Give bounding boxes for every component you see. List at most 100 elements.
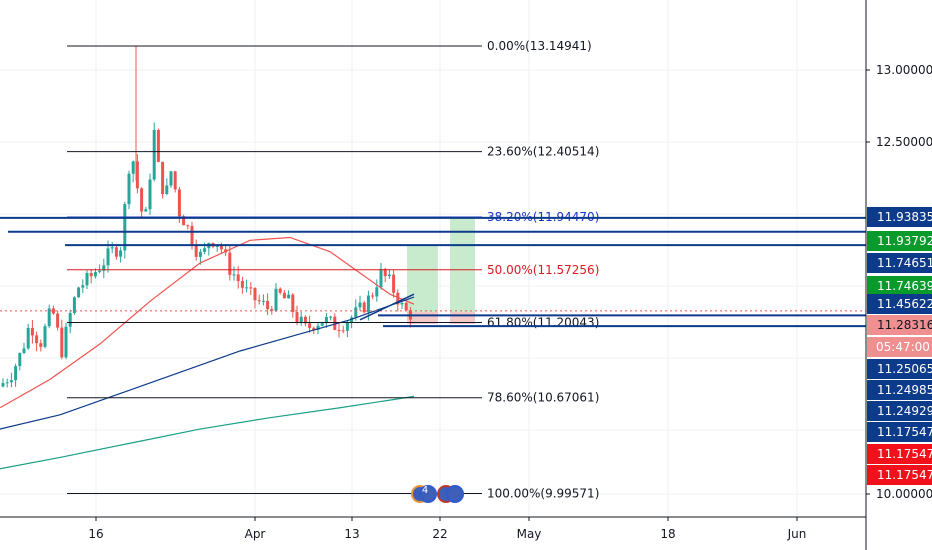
candle-up	[81, 285, 85, 288]
price-badge	[867, 444, 932, 464]
candle-down	[114, 247, 118, 257]
candle-down	[190, 225, 194, 246]
candle-down	[173, 171, 177, 190]
candle-down	[135, 161, 139, 189]
candle-up	[366, 295, 370, 313]
price-badge	[867, 422, 932, 442]
price-badge	[867, 380, 932, 400]
candle-up	[287, 294, 291, 299]
price-badge-label: 11.17547	[877, 468, 932, 482]
time-axis[interactable]: 16 Apr 13 22 May 18 Jun	[88, 517, 806, 541]
candle-up	[245, 287, 249, 289]
candle-up	[131, 161, 135, 174]
candle-down	[270, 309, 274, 311]
candle-up	[261, 300, 265, 302]
candle-up	[274, 288, 278, 311]
candle-up	[22, 348, 26, 353]
price-badge-label: 11.17547	[877, 425, 932, 439]
candle-down	[282, 292, 286, 299]
price-badge-label: 11.17547	[877, 447, 932, 461]
x-tick-label: 22	[432, 527, 447, 541]
y-tick-label: 13.00000	[876, 63, 932, 77]
candle-down	[177, 189, 181, 217]
candle-up	[98, 270, 102, 273]
candle-up	[320, 323, 324, 326]
candle-up	[350, 317, 354, 323]
candle-up	[232, 274, 236, 276]
candle-up	[144, 209, 148, 212]
price-badge-label: 11.93792	[877, 234, 932, 248]
candle-down	[333, 316, 337, 330]
candle-up	[165, 185, 169, 194]
candle-up	[123, 204, 127, 251]
candle-down	[337, 329, 341, 331]
y-tick-label: 10.00000	[876, 487, 932, 501]
price-badge-label: 11.24985	[877, 383, 932, 397]
price-badge-label: 05:47:00	[876, 340, 930, 354]
x-tick-label: 18	[660, 527, 675, 541]
price-badges: 11.93835 11.93792 11.74651 11.74639 11.45622…	[867, 207, 932, 485]
candle-up	[152, 129, 156, 180]
candle-up	[93, 272, 97, 277]
price-badge	[867, 315, 932, 335]
candle-down	[266, 300, 270, 310]
price-badge-label: 11.74639	[877, 279, 932, 293]
candle-down	[362, 302, 366, 313]
candle-up	[329, 316, 333, 318]
price-badge	[867, 401, 932, 421]
candles	[1, 46, 412, 388]
candle-down	[396, 292, 400, 305]
event-markers: 4	[411, 485, 464, 503]
candle-down	[161, 161, 165, 194]
price-badge	[867, 276, 932, 296]
price-axis[interactable]: 13.00000 12.50000 10.00000	[866, 63, 932, 501]
candle-up	[18, 352, 22, 367]
candle-up	[379, 268, 383, 288]
candle-up	[400, 302, 404, 305]
candle-up	[5, 382, 9, 384]
candle-down	[295, 312, 299, 323]
price-badge	[867, 253, 932, 273]
candle-down	[236, 274, 240, 282]
candle-up	[1, 383, 5, 387]
candle-down	[30, 327, 34, 336]
candle-up	[106, 248, 110, 266]
candle-down	[35, 335, 39, 344]
y-tick-label: 12.50000	[876, 135, 932, 149]
fib-label: 50.00%(11.57256)	[487, 263, 599, 277]
candle-down	[341, 330, 345, 332]
price-badge-label: 11.74651	[877, 256, 932, 270]
ma-teal-line	[0, 395, 415, 470]
event-marker-icon	[446, 485, 464, 503]
candle-down	[249, 287, 253, 289]
candle-down	[219, 245, 223, 250]
candle-up	[203, 248, 207, 252]
price-badge	[867, 359, 932, 379]
candle-up	[299, 316, 303, 323]
candle-down	[60, 327, 64, 358]
candle-down	[140, 188, 144, 212]
price-badge	[867, 294, 932, 314]
target-zone-green	[450, 218, 475, 312]
candle-down	[291, 294, 295, 313]
candle-up	[358, 302, 362, 308]
candle-up	[345, 322, 349, 331]
candle-up	[43, 326, 47, 347]
candle-down	[194, 245, 198, 257]
trend-line	[359, 293, 415, 321]
x-tick-label: 16	[88, 527, 103, 541]
candle-down	[89, 273, 93, 277]
fib-label: 78.60%(10.67061)	[487, 391, 599, 405]
candle-down	[56, 313, 60, 328]
target-zone-green	[407, 246, 438, 312]
candle-down	[392, 274, 396, 293]
candle-up	[110, 247, 114, 249]
fib-label: 23.60%(12.40514)	[487, 145, 599, 159]
candle-up	[169, 171, 173, 186]
candle-up	[72, 297, 76, 314]
candle-up	[316, 325, 320, 330]
candle-up	[198, 251, 202, 257]
candle-down	[156, 129, 160, 162]
price-badge-label: 11.24929	[877, 404, 932, 418]
